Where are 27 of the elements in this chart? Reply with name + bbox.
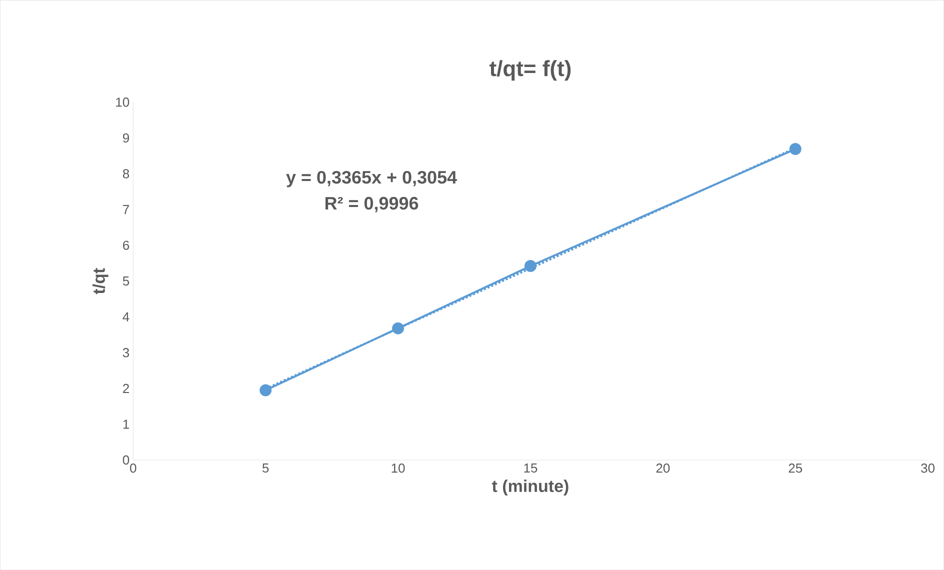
y-tick-label: 9: [123, 133, 130, 142]
x-axis-title: t (minute): [492, 480, 568, 496]
x-tick-label: 10: [392, 463, 405, 473]
point: [789, 142, 802, 155]
y-tick-label: 1: [123, 420, 129, 429]
y-tick-label: 6: [123, 240, 130, 250]
point: [260, 384, 272, 396]
chart-title: t/qt= f(t): [490, 60, 571, 81]
y-tick-label: 3: [122, 348, 130, 358]
point: [524, 260, 536, 272]
x-tick-label: 25: [788, 463, 802, 473]
y-tick-label: 4: [122, 312, 130, 322]
x-tick-label: 5: [262, 463, 269, 473]
y-tick-label: 7: [123, 204, 129, 214]
x-tick-label: 0: [130, 463, 136, 473]
annotation: y = 0,3365x + 0,3054: [286, 170, 457, 188]
y-tick-label: 8: [122, 169, 130, 178]
x-tick-label: 20: [656, 463, 670, 473]
x-tick-label: 15: [524, 463, 538, 473]
y-axis-title: t/qt: [92, 268, 108, 294]
y-tick-label: 0: [122, 455, 130, 465]
y-tick-label: 5: [122, 276, 130, 286]
y-tick-label: 10: [116, 97, 130, 107]
annotation: R² = 0,9996: [325, 196, 418, 212]
point: [392, 322, 404, 334]
y-tick-label: 2: [123, 384, 129, 393]
x-tick-label: 30: [921, 463, 935, 473]
